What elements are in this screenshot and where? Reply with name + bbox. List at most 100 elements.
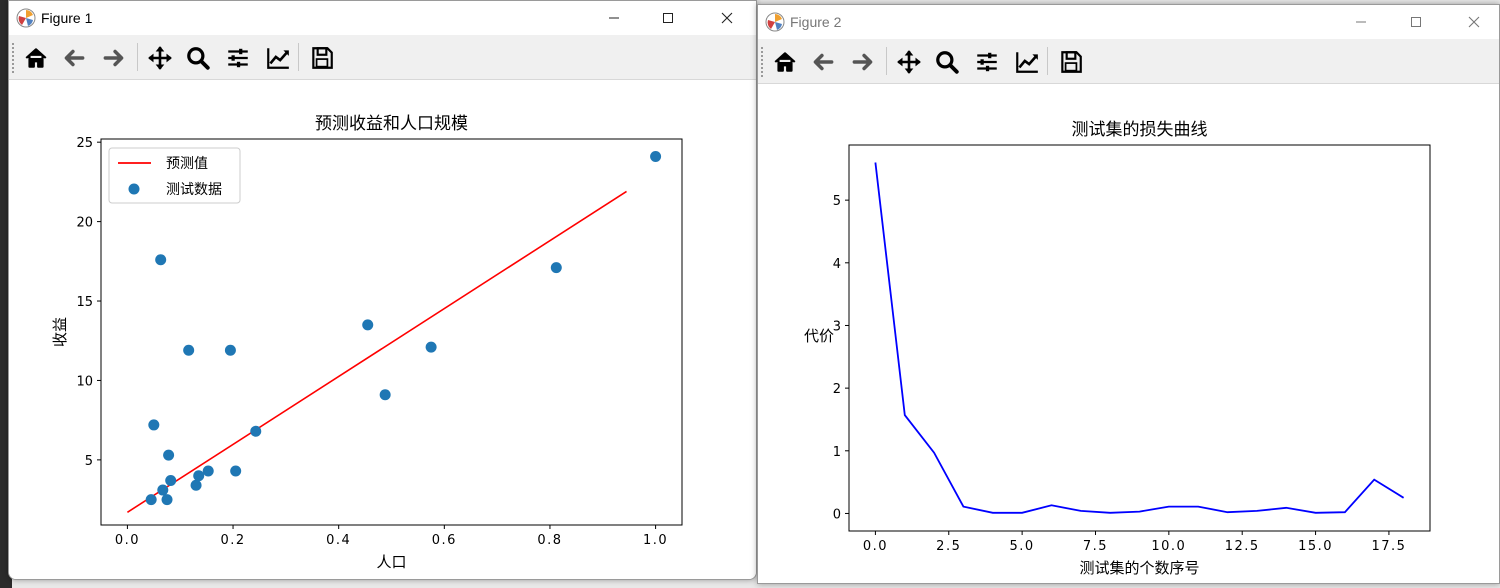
close-button[interactable] — [705, 1, 749, 35]
y-tick-label: 2 — [833, 382, 841, 397]
pan-button[interactable] — [892, 45, 926, 79]
data-point — [193, 470, 205, 482]
edit-axis-button[interactable] — [1010, 45, 1044, 79]
legend-box — [108, 147, 241, 204]
configure-subplots-button[interactable] — [970, 45, 1004, 79]
back-icon — [64, 49, 85, 67]
y-tick-label: 25 — [76, 136, 93, 151]
title-bar[interactable]: Figure 2 — [758, 5, 1499, 39]
close-icon — [1468, 16, 1480, 28]
x-tick-label: 0.2 — [220, 533, 245, 548]
chart-title: 预测收益和人口规模 — [315, 114, 468, 134]
title-bar[interactable]: Figure 1 — [9, 1, 756, 35]
save-icon — [312, 47, 333, 69]
back-button[interactable] — [806, 45, 840, 79]
axes-frame — [848, 144, 1431, 532]
zoom-icon — [936, 51, 959, 74]
data-point — [379, 389, 391, 401]
minimize-icon — [1356, 21, 1366, 23]
window-title: Figure 1 — [41, 10, 93, 26]
data-point — [190, 479, 202, 491]
zoom-button[interactable] — [181, 41, 215, 75]
figure-2-window: Figure 2 0.0 2.5 5.0 7.5 10.0 12.5 15.0 17.5 0 1 2… — [757, 4, 1500, 584]
save-button[interactable] — [305, 41, 339, 75]
zoom-icon — [187, 47, 210, 70]
data-point — [145, 494, 157, 506]
toolbar-separator — [886, 47, 887, 75]
maximize-button[interactable] — [646, 1, 690, 35]
maximize-icon — [663, 13, 673, 23]
toolbar-grip[interactable] — [12, 43, 16, 73]
x-tick-label: 15.0 — [1298, 539, 1333, 554]
figure-canvas[interactable]: 0.0 0.2 0.4 0.6 0.8 1.0 5 10 15 20 25 预测收益和人口规模 人口 收益… — [9, 80, 756, 579]
figure-1-window: Figure 1 0.0 0.2 0.4 0.6 0.8 1.0 5 10 15 20 25 预测收益… — [8, 0, 757, 580]
x-axis-label: 人口 — [376, 553, 406, 571]
close-button[interactable] — [1452, 5, 1496, 39]
save-button[interactable] — [1054, 45, 1088, 79]
y-tick-label: 5 — [833, 194, 841, 209]
navigation-toolbar — [758, 39, 1499, 84]
x-tick-label: 10.0 — [1151, 539, 1186, 554]
maximize-button[interactable] — [1394, 5, 1438, 39]
data-point — [230, 465, 242, 477]
home-button[interactable] — [768, 45, 802, 79]
y-axis-label: 收益 — [51, 317, 69, 347]
x-tick-label: 17.5 — [1371, 539, 1406, 554]
x-tick-label: 0.0 — [115, 533, 140, 548]
pan-button[interactable] — [143, 41, 177, 75]
data-point — [183, 344, 195, 356]
data-point — [362, 319, 374, 331]
matplotlib-app-icon — [765, 12, 785, 32]
save-icon — [1061, 51, 1082, 73]
navigation-toolbar — [9, 35, 756, 80]
data-point — [202, 465, 214, 477]
zoom-button[interactable] — [930, 45, 964, 79]
y-tick-label: 1 — [833, 445, 841, 460]
y-tick-label: 5 — [85, 454, 93, 469]
configure-subplots-button[interactable] — [221, 41, 255, 75]
forward-button[interactable] — [97, 41, 131, 75]
figure-canvas[interactable]: 0.0 2.5 5.0 7.5 10.0 12.5 15.0 17.5 0 1 2 3 4 5 测试集的损失… — [758, 84, 1499, 583]
edit-axis-button[interactable] — [261, 41, 295, 75]
home-icon — [774, 52, 796, 72]
pan-icon — [897, 50, 921, 74]
y-tick-label: 4 — [833, 257, 841, 272]
x-tick-label: 0.4 — [326, 533, 351, 548]
x-tick-label: 7.5 — [1083, 539, 1108, 554]
y-tick-label: 10 — [76, 374, 93, 389]
line-chart: 0.0 2.5 5.0 7.5 10.0 12.5 15.0 17.5 0 1 2 3 4 5 测试集的损失… — [804, 120, 1431, 577]
x-tick-label: 0.8 — [537, 533, 562, 548]
x-tick-label: 0.6 — [432, 533, 457, 548]
pan-icon — [148, 46, 172, 70]
data-point — [165, 475, 177, 487]
data-point — [163, 449, 175, 461]
data-point — [250, 425, 262, 437]
toolbar-separator — [137, 43, 138, 71]
data-point — [155, 254, 167, 266]
legend-marker-swatch — [128, 183, 140, 195]
y-tick-label: 15 — [76, 295, 93, 310]
y-tick-label: 3 — [833, 319, 841, 334]
data-point — [425, 341, 437, 353]
data-point — [161, 494, 173, 506]
back-button[interactable] — [57, 41, 91, 75]
y-tick-label: 0 — [833, 507, 841, 522]
edit-axis-icon — [267, 48, 289, 69]
x-tick-label: 5.0 — [1010, 539, 1035, 554]
toolbar-grip[interactable] — [761, 47, 765, 77]
minimize-icon — [609, 17, 619, 19]
x-axis-label: 测试集的个数序号 — [1079, 559, 1199, 577]
legend-entry: 测试数据 — [166, 182, 222, 198]
close-icon — [721, 12, 733, 24]
home-button[interactable] — [19, 41, 53, 75]
forward-button[interactable] — [846, 45, 880, 79]
loss-series-line — [874, 162, 1405, 514]
toolbar-separator — [1047, 47, 1048, 75]
window-title: Figure 2 — [790, 14, 842, 30]
minimize-button[interactable] — [1339, 5, 1383, 39]
minimize-button[interactable] — [592, 1, 636, 35]
back-icon — [813, 53, 834, 71]
x-tick-label: 0.0 — [863, 539, 888, 554]
maximize-icon — [1411, 17, 1421, 27]
